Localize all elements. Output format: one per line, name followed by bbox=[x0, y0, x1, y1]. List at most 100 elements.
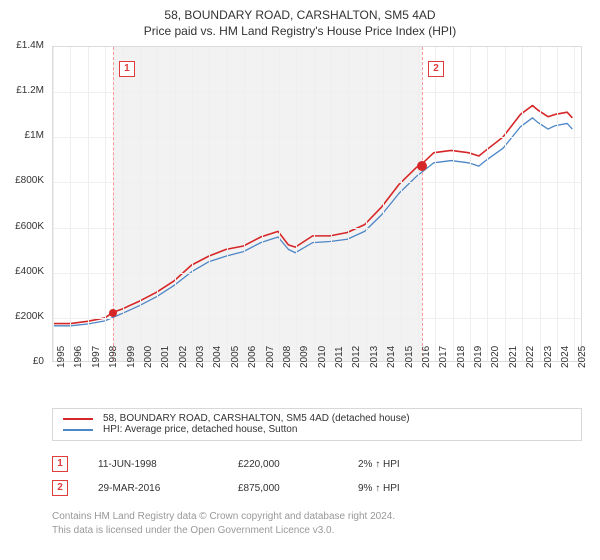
x-axis-label: 2013 bbox=[369, 346, 380, 368]
legend: 58, BOUNDARY ROAD, CARSHALTON, SM5 4AD (… bbox=[52, 408, 582, 441]
x-axis-label: 2011 bbox=[334, 346, 345, 368]
y-axis-label: £600K bbox=[0, 221, 44, 232]
gridline bbox=[53, 228, 581, 229]
gridline bbox=[262, 47, 263, 361]
event-badge: 1 bbox=[119, 61, 135, 77]
event-badge: 2 bbox=[428, 61, 444, 77]
event-delta: 2% ↑ HPI bbox=[358, 459, 458, 470]
chart-subtitle: Price paid vs. HM Land Registry's House … bbox=[0, 24, 600, 38]
y-axis-label: £400K bbox=[0, 266, 44, 277]
y-axis-label: £1.2M bbox=[0, 85, 44, 96]
gridline bbox=[53, 92, 581, 93]
x-axis-label: 2025 bbox=[577, 346, 588, 368]
gridline bbox=[140, 47, 141, 361]
gridline bbox=[123, 47, 124, 361]
x-axis-label: 2004 bbox=[212, 346, 223, 368]
legend-swatch bbox=[63, 429, 93, 431]
gridline bbox=[53, 273, 581, 274]
x-axis-label: 1999 bbox=[126, 346, 137, 368]
x-axis-label: 1998 bbox=[108, 346, 119, 368]
legend-item: HPI: Average price, detached house, Sutt… bbox=[63, 424, 571, 435]
event-badge: 1 bbox=[52, 456, 68, 472]
event-row: 2 29-MAR-2016£875,0009% ↑ HPI bbox=[52, 476, 458, 500]
x-axis-label: 2012 bbox=[351, 346, 362, 368]
chart-title: 58, BOUNDARY ROAD, CARSHALTON, SM5 4AD bbox=[0, 8, 600, 22]
x-axis-label: 2008 bbox=[282, 346, 293, 368]
gridline bbox=[296, 47, 297, 361]
x-axis-label: 2001 bbox=[160, 346, 171, 368]
gridline bbox=[175, 47, 176, 361]
y-axis-label: £1M bbox=[0, 130, 44, 141]
x-axis-label: 2003 bbox=[195, 346, 206, 368]
gridline bbox=[470, 47, 471, 361]
event-marker-line bbox=[422, 47, 423, 361]
event-delta: 9% ↑ HPI bbox=[358, 483, 458, 494]
gridline bbox=[453, 47, 454, 361]
gridline bbox=[70, 47, 71, 361]
gridline bbox=[557, 47, 558, 361]
event-price: £220,000 bbox=[238, 459, 358, 470]
line-series bbox=[53, 47, 581, 362]
x-axis-label: 1997 bbox=[91, 346, 102, 368]
x-axis-label: 2022 bbox=[525, 346, 536, 368]
gridline bbox=[366, 47, 367, 361]
x-axis-label: 2015 bbox=[404, 346, 415, 368]
gridline bbox=[401, 47, 402, 361]
legend-swatch bbox=[63, 418, 93, 420]
gridline bbox=[53, 318, 581, 319]
x-axis-label: 1995 bbox=[56, 346, 67, 368]
gridline bbox=[574, 47, 575, 361]
series-hpi bbox=[53, 118, 572, 326]
gridline bbox=[540, 47, 541, 361]
x-axis-label: 1996 bbox=[73, 346, 84, 368]
y-axis-label: £800K bbox=[0, 175, 44, 186]
x-axis-label: 2006 bbox=[247, 346, 258, 368]
x-axis-label: 2014 bbox=[386, 346, 397, 368]
x-axis-label: 2009 bbox=[299, 346, 310, 368]
attribution-line: This data is licensed under the Open Gov… bbox=[52, 524, 395, 538]
x-axis-label: 2020 bbox=[490, 346, 501, 368]
gridline bbox=[505, 47, 506, 361]
event-date: 29-MAR-2016 bbox=[98, 483, 238, 494]
x-axis-label: 2018 bbox=[456, 346, 467, 368]
price-chart: 12 bbox=[52, 46, 582, 362]
gridline bbox=[53, 47, 54, 361]
gridline bbox=[279, 47, 280, 361]
gridline bbox=[157, 47, 158, 361]
gridline bbox=[418, 47, 419, 361]
event-badge: 2 bbox=[52, 480, 68, 496]
gridline bbox=[522, 47, 523, 361]
y-axis-label: £1.4M bbox=[0, 40, 44, 51]
attribution-line: Contains HM Land Registry data © Crown c… bbox=[52, 510, 395, 524]
x-axis-label: 2005 bbox=[230, 346, 241, 368]
legend-label: HPI: Average price, detached house, Sutt… bbox=[103, 424, 297, 435]
event-row: 1 11-JUN-1998£220,0002% ↑ HPI bbox=[52, 452, 458, 476]
event-price: £875,000 bbox=[238, 483, 358, 494]
event-table: 1 11-JUN-1998£220,0002% ↑ HPI 2 29-MAR-2016… bbox=[52, 452, 458, 500]
y-axis-label: £0 bbox=[0, 356, 44, 367]
x-axis-label: 2002 bbox=[178, 346, 189, 368]
x-axis-label: 2023 bbox=[543, 346, 554, 368]
gridline bbox=[435, 47, 436, 361]
gridline bbox=[331, 47, 332, 361]
gridline bbox=[209, 47, 210, 361]
x-axis-label: 2000 bbox=[143, 346, 154, 368]
legend-label: 58, BOUNDARY ROAD, CARSHALTON, SM5 4AD (… bbox=[103, 413, 410, 424]
gridline bbox=[383, 47, 384, 361]
event-date: 11-JUN-1998 bbox=[98, 459, 238, 470]
x-axis-label: 2021 bbox=[508, 346, 519, 368]
gridline bbox=[53, 137, 581, 138]
gridline bbox=[348, 47, 349, 361]
gridline bbox=[487, 47, 488, 361]
x-axis-label: 2007 bbox=[265, 346, 276, 368]
sale-marker bbox=[417, 161, 427, 171]
gridline bbox=[53, 182, 581, 183]
legend-item: 58, BOUNDARY ROAD, CARSHALTON, SM5 4AD (… bbox=[63, 413, 571, 424]
gridline bbox=[314, 47, 315, 361]
gridline bbox=[192, 47, 193, 361]
x-axis-label: 2017 bbox=[438, 346, 449, 368]
gridline bbox=[227, 47, 228, 361]
x-axis-label: 2016 bbox=[421, 346, 432, 368]
x-axis-label: 2024 bbox=[560, 346, 571, 368]
gridline bbox=[244, 47, 245, 361]
